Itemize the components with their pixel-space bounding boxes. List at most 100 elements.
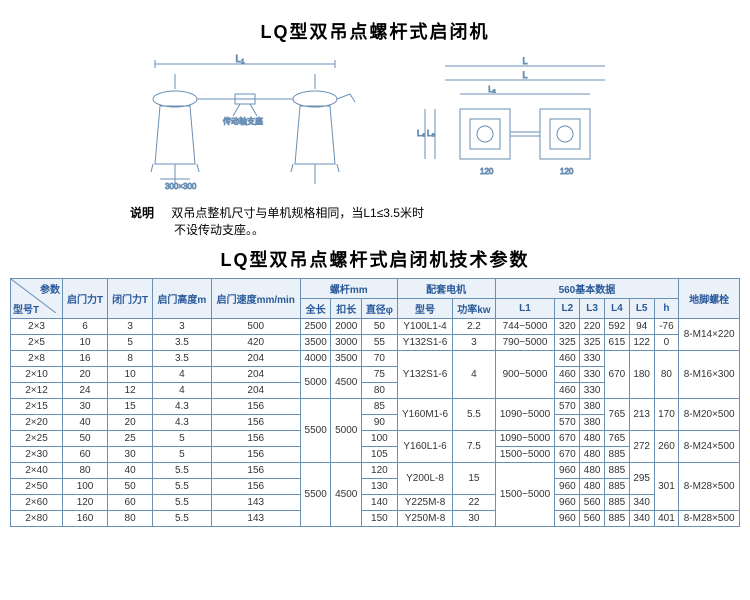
hdr-os: 启门速度mm/min [211, 279, 300, 319]
cell: 4.3 [153, 399, 211, 415]
cell: 960 [555, 511, 580, 527]
cell: 460 [555, 351, 580, 367]
cell: 885 [605, 463, 630, 479]
cell: Y200L-8 [397, 463, 453, 495]
cell: 2×60 [11, 495, 63, 511]
cell: 10 [108, 367, 153, 383]
cell: 3 [453, 335, 495, 351]
cell: 5000 [300, 367, 331, 399]
cell: Y225M-8 [397, 495, 453, 511]
cell: 50 [362, 319, 398, 335]
cell: 260 [654, 431, 679, 463]
cell: 50 [108, 479, 153, 495]
cell: 2×8 [11, 351, 63, 367]
cell: 670 [605, 351, 630, 399]
cell: 885 [605, 479, 630, 495]
table-row: 2×51053.54203500300055Y132S1-63790~50003… [11, 335, 740, 351]
cell: 204 [211, 351, 300, 367]
cell: 5.5 [153, 463, 211, 479]
cell: 150 [362, 511, 398, 527]
cell: 5500 [300, 399, 331, 463]
cell: 30 [453, 511, 495, 527]
params-table: 参数 型号T 启门力T 闭门力T 启门高度m 启门速度mm/min 螺杆mm 配… [10, 278, 740, 527]
cell: Y250M-8 [397, 511, 453, 527]
cell: 25 [108, 431, 153, 447]
cell: 330 [580, 383, 605, 399]
cell: 55 [362, 335, 398, 351]
cell: 7.5 [453, 431, 495, 463]
cell: 85 [362, 399, 398, 415]
cell: 156 [211, 463, 300, 479]
cell: Y160L1-6 [397, 431, 453, 463]
cell: 20 [108, 415, 153, 431]
hdr-l2: L2 [555, 299, 580, 319]
cell: 2×20 [11, 415, 63, 431]
cell: 0 [654, 335, 679, 351]
cell: 380 [580, 415, 605, 431]
cell: 1500~5000 [495, 463, 555, 527]
cell: 15 [108, 399, 153, 415]
cell: 156 [211, 399, 300, 415]
cell: 8-M14×220 [679, 319, 740, 351]
support-label: 传动轴支座 [223, 116, 263, 126]
cell: 2×3 [11, 319, 63, 335]
cell: 765 [605, 431, 630, 447]
hdr-bl: 扣长 [331, 299, 362, 319]
cell: 4 [453, 351, 495, 399]
cell: 480 [580, 463, 605, 479]
cell: 143 [211, 495, 300, 511]
cell: 2×12 [11, 383, 63, 399]
cell: 960 [555, 463, 580, 479]
cell: Y100L1-4 [397, 319, 453, 335]
cell: 401 [654, 511, 679, 527]
hdr-screw: 螺杆mm [300, 279, 397, 299]
diagram-right: L L L₂ L₃ L₄ 120 120 [415, 54, 635, 194]
cell: 2×10 [11, 367, 63, 383]
table-row: 2×80160805.5143150Y250M-8309605608853404… [11, 511, 740, 527]
cell: 3 [108, 319, 153, 335]
cell: 765 [605, 399, 630, 431]
cell: 15 [453, 463, 495, 495]
cell: 60 [63, 447, 108, 463]
cell: 170 [654, 399, 679, 431]
cell: 5000 [331, 399, 362, 463]
cell: 670 [555, 447, 580, 463]
cell: 340 [629, 495, 654, 511]
cell: 2.2 [453, 319, 495, 335]
hdr-l1: L1 [495, 299, 555, 319]
cell: 4500 [331, 463, 362, 527]
cell: 20 [63, 367, 108, 383]
cell: 22 [453, 495, 495, 511]
cell: 570 [555, 415, 580, 431]
cell: 1090~5000 [495, 399, 555, 431]
cell: 3000 [331, 335, 362, 351]
hdr-param: 参数 [40, 281, 60, 296]
cell: 340 [629, 511, 654, 527]
svg-text:120: 120 [480, 167, 494, 176]
cell: 2×25 [11, 431, 63, 447]
cell: 100 [63, 479, 108, 495]
cell: 960 [555, 495, 580, 511]
cell: 380 [580, 399, 605, 415]
cell: 8-M28×500 [679, 511, 740, 527]
cell: 480 [580, 431, 605, 447]
hdr-fl: 全长 [300, 299, 331, 319]
hdr-l5: L5 [629, 299, 654, 319]
note-text: 双吊点整机尺寸与单机规格相同，当L1≤3.5米时 [171, 206, 424, 220]
cell: 325 [580, 335, 605, 351]
table-title: LQ型双吊点螺杆式启闭机技术参数 [10, 246, 740, 272]
table-row: 2×2550255156100Y160L1-67.51090~500067048… [11, 431, 740, 447]
cell: 94 [629, 319, 654, 335]
cell: 560 [580, 495, 605, 511]
cell: 16 [63, 351, 108, 367]
hdr-l3: L3 [580, 299, 605, 319]
cell: 140 [362, 495, 398, 511]
hdr-560: 560基本数据 [495, 279, 679, 299]
cell: 295 [629, 463, 654, 495]
l1-label: L₁ [236, 54, 246, 65]
page-title: LQ型双吊点螺杆式启闭机 [10, 18, 740, 44]
cell: 24 [63, 383, 108, 399]
cell: 122 [629, 335, 654, 351]
hdr-l4: L4 [605, 299, 630, 319]
cell: 320 [555, 319, 580, 335]
